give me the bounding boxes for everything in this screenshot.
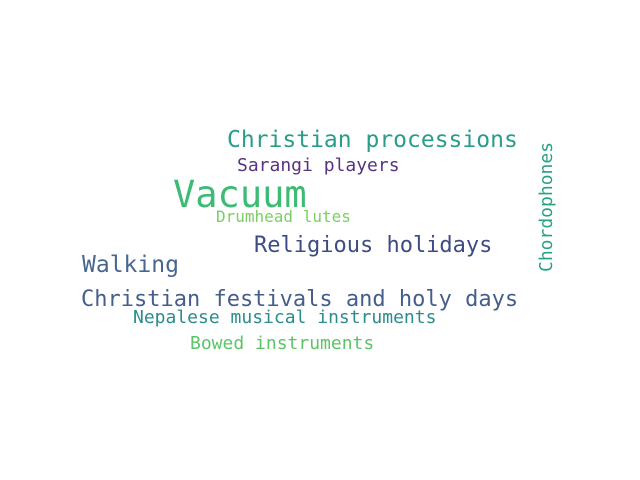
word-christian-festivals: Christian festivals and holy days — [81, 287, 519, 312]
word-nepalese-instruments: Nepalese musical instruments — [133, 307, 437, 328]
word-religious-holidays: Religious holidays — [254, 233, 493, 258]
word-sarangi-players: Sarangi players — [237, 155, 400, 176]
word-vacuum: Vacuum — [173, 173, 307, 216]
word-bowed-instruments: Bowed instruments — [190, 333, 375, 354]
word-chordophones: Chordophones — [536, 141, 557, 272]
word-drumhead-lutes: Drumhead lutes — [216, 207, 351, 226]
word-christian-processions: Christian processions — [227, 127, 518, 153]
word-walking: Walking — [82, 252, 179, 278]
